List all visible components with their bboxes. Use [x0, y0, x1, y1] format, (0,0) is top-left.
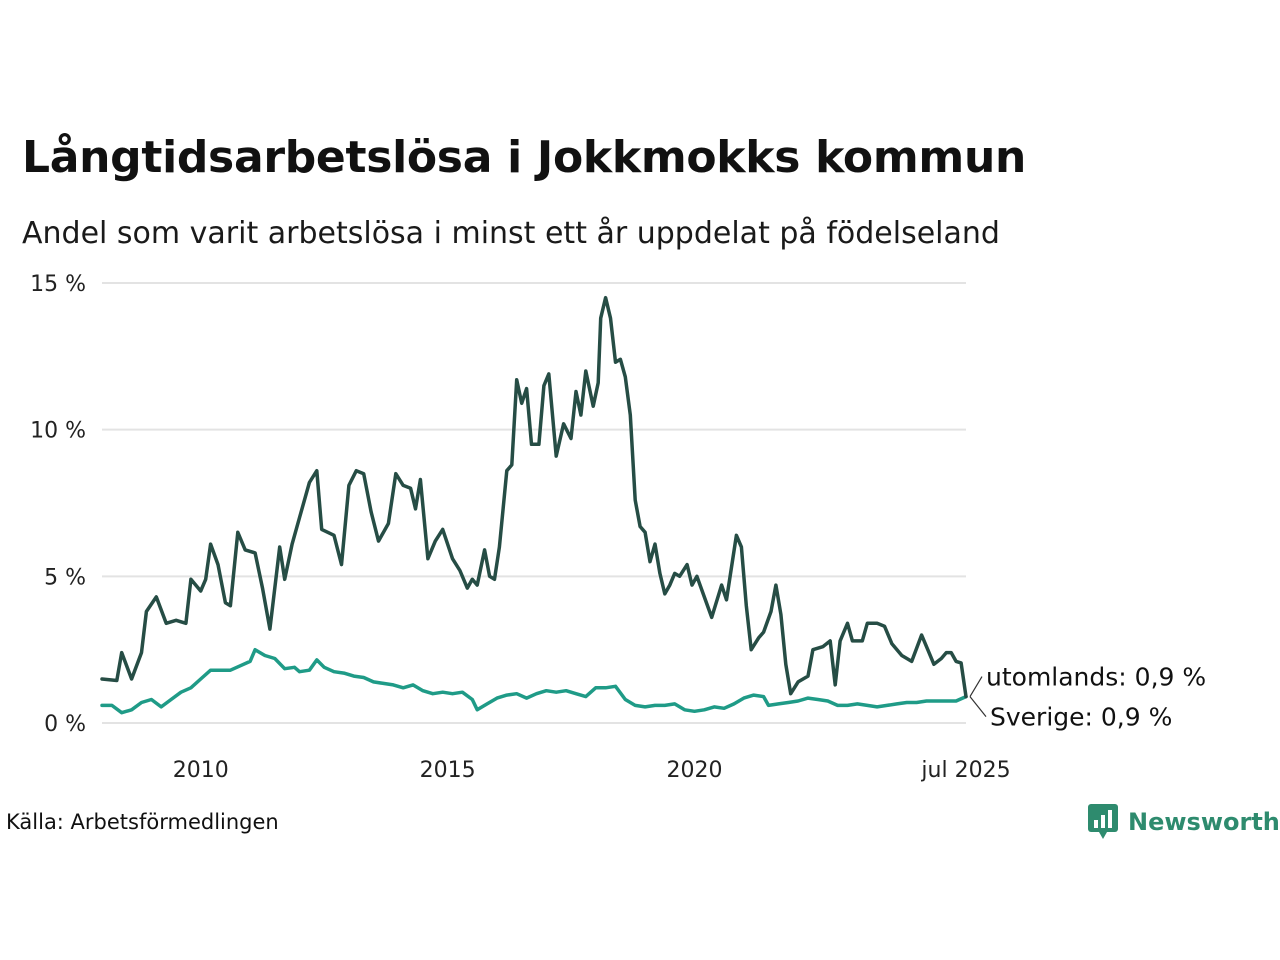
brand-logo: Newsworthy	[1088, 804, 1280, 840]
chart-subtitle: Andel som varit arbetslösa i minst ett å…	[22, 216, 1000, 251]
newsworthy-logo-icon	[1088, 804, 1118, 839]
x-tick-label: jul 2025	[920, 758, 1010, 783]
y-tick-label: 5 %	[44, 565, 86, 590]
end-label-utomlands: utomlands: 0,9 %	[986, 663, 1206, 692]
end-label-leader	[969, 676, 983, 697]
y-tick-label: 10 %	[30, 419, 86, 444]
y-tick-label: 15 %	[30, 272, 86, 297]
x-tick-label: 2015	[420, 758, 476, 783]
series-line-sverige	[100, 647, 968, 715]
source-note: Källa: Arbetsförmedlingen	[6, 810, 279, 834]
end-label-sverige: Sverige: 0,9 %	[990, 703, 1172, 732]
chart-title: Långtidsarbetslösa i Jokkmokks kommun	[22, 132, 1026, 183]
end-labels: utomlands: 0,9 % Sverige: 0,9 %	[969, 663, 1206, 732]
y-tick-label: 0 %	[44, 712, 86, 737]
x-tick-label: 2020	[666, 758, 722, 783]
grid-lines	[102, 282, 966, 724]
x-tick-label: 2010	[173, 758, 229, 783]
x-axis-tick-labels: 2010 2015 2020 jul 2025	[173, 758, 1011, 783]
series-lines	[100, 295, 968, 715]
end-label-leader	[969, 696, 987, 717]
line-chart: 0 % 5 % 10 % 15 % 2010 2015 2020 jul 2025 utom…	[30, 272, 1206, 783]
series-line-utomlands	[100, 295, 968, 699]
y-axis-tick-labels: 0 % 5 % 10 % 15 %	[30, 272, 86, 737]
brand-name: Newsworthy	[1128, 808, 1280, 836]
